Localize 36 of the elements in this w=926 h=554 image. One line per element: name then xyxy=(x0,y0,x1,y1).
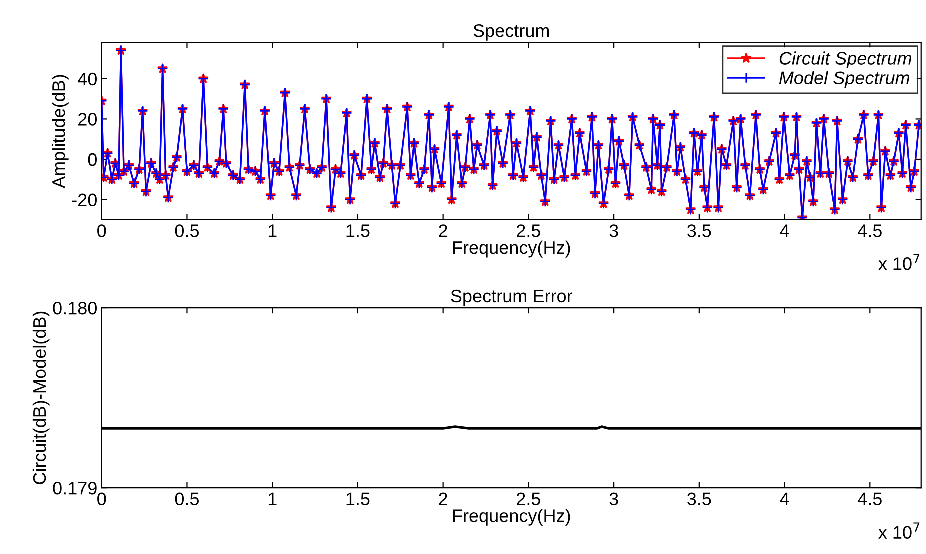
y-tick-label: 0 xyxy=(88,153,97,166)
y-axis-title: Circuit(dB)-Model(dB) xyxy=(32,312,50,484)
chart-title: Spectrum xyxy=(474,24,550,41)
legend-label: Circuit Spectrum xyxy=(780,52,912,69)
x-axis-title: Frequency(Hz) xyxy=(453,240,570,258)
y-tick-label: -20 xyxy=(72,194,97,207)
x-tick-label: 0.5 xyxy=(175,492,200,506)
x-tick-label: 2 xyxy=(439,492,448,506)
y-tick-label: 20 xyxy=(78,113,97,126)
x-tick-label: 0.5 xyxy=(175,224,200,238)
text: x 10$^{7}$ xyxy=(878,254,920,270)
x-tick-label: 3.5 xyxy=(688,224,712,238)
x-tick-label: 3.5 xyxy=(688,492,712,506)
y-tick-label: 0.180 xyxy=(53,302,97,315)
x-tick-label: 2.5 xyxy=(517,224,540,238)
x-tick-label: 1.5 xyxy=(346,492,370,506)
y-tick-label: 40 xyxy=(78,72,97,86)
x-tick-label: 4 xyxy=(780,492,790,506)
legend-label: Model Spectrum xyxy=(779,71,910,88)
y-axis-title: Amplitude(dB) xyxy=(52,75,69,188)
x-tick-label: 4.5 xyxy=(858,224,882,238)
x-tick-label: 0 xyxy=(98,224,106,238)
x-tick-label: 2 xyxy=(439,224,448,238)
x-tick-label: 4.5 xyxy=(858,492,882,506)
x-tick-label: 4 xyxy=(780,224,790,238)
x-axis-title: Frequency(Hz) xyxy=(453,509,570,526)
x-tick-label: 0 xyxy=(98,492,106,506)
text: x 10$^{7}$ xyxy=(878,522,920,540)
chart-title: Spectrum Error xyxy=(451,290,573,306)
x-tick-label: 3 xyxy=(610,224,618,238)
x-tick-label: 1 xyxy=(268,224,277,238)
y-tick-label: 0.179 xyxy=(53,482,97,495)
x-tick-label: 3 xyxy=(610,492,618,506)
x-tick-label: 2.5 xyxy=(517,492,540,506)
x-tick-label: 1 xyxy=(268,492,277,506)
x-tick-label: 1.5 xyxy=(346,224,370,238)
